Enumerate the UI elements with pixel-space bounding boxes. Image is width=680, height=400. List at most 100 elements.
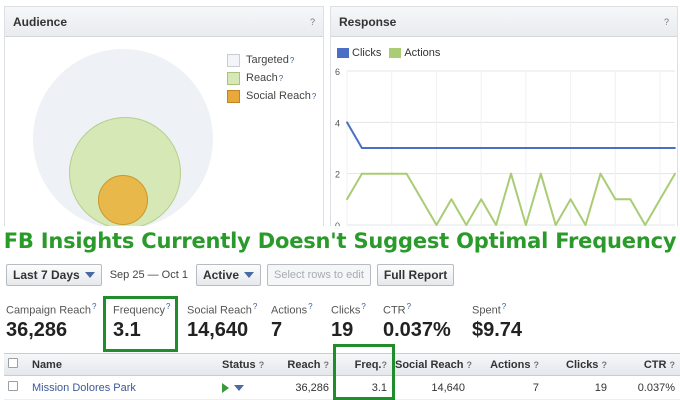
stat-social-reach-help-icon[interactable]: ?: [252, 302, 258, 311]
stat-spent-help-icon[interactable]: ?: [501, 302, 507, 311]
data-point-actions: [525, 224, 527, 226]
header-name[interactable]: Name: [32, 358, 62, 371]
header-reach[interactable]: Reach ?: [268, 359, 333, 371]
data-point-actions: [554, 224, 557, 226]
data-point-actions: [599, 172, 602, 175]
period-dropdown[interactable]: Last 7 Days: [6, 264, 102, 286]
stat-clicks-value: 19: [331, 318, 354, 341]
data-point-clicks: [480, 147, 483, 149]
header-status-label: Status: [222, 358, 256, 371]
data-point-actions: [346, 198, 348, 201]
data-point-actions: [495, 224, 497, 226]
legend-social-reach: Social Reach?: [227, 87, 316, 105]
header-ctr-help-icon[interactable]: ?: [669, 359, 676, 370]
stat-spent-label: Spent: [472, 304, 501, 317]
row-checkbox[interactable]: [8, 381, 18, 391]
header-status-help-icon[interactable]: ?: [258, 359, 265, 370]
data-point-actions: [510, 172, 512, 175]
row-status[interactable]: [218, 382, 268, 393]
row-actions: 7: [532, 381, 539, 394]
response-panel: Response ? 0 2 4 6 Clicks Actions: [330, 6, 678, 229]
response-legend: Clicks Actions: [337, 47, 448, 59]
data-point-actions: [644, 224, 647, 226]
headline-banner: FB Insights Currently Doesn't Suggest Op…: [0, 226, 680, 256]
header-actions-help-icon[interactable]: ?: [533, 359, 540, 370]
series-line-clicks: [346, 121, 675, 149]
data-point-clicks: [599, 147, 602, 149]
legend-targeted-label: Targeted: [246, 54, 289, 66]
actions-swatch: [389, 48, 402, 58]
legend-reach-help-icon[interactable]: ?: [278, 73, 284, 83]
header-freq[interactable]: Freq.?: [333, 359, 391, 371]
stat-actions-help-icon[interactable]: ?: [308, 302, 313, 311]
data-point-actions: [420, 198, 423, 201]
row-clicks: 19: [594, 381, 607, 394]
play-icon: [222, 382, 229, 393]
data-point-actions: [435, 224, 438, 226]
data-point-clicks: [614, 147, 617, 149]
header-clicks-help-icon[interactable]: ?: [601, 359, 608, 370]
headline-text: FB Insights Currently Doesn't Suggest Op…: [3, 229, 677, 253]
status-filter-label: Active: [202, 268, 239, 282]
legend-targeted-help-icon[interactable]: ?: [289, 55, 295, 65]
stat-campaign-reach-help-icon[interactable]: ?: [92, 302, 97, 311]
legend-social-reach-help-icon[interactable]: ?: [311, 91, 317, 101]
data-point-actions: [450, 198, 453, 201]
full-report-button[interactable]: Full Report: [376, 264, 455, 286]
series-line-actions: [346, 172, 676, 226]
data-point-clicks: [435, 147, 438, 149]
frequency-highlight-box: [103, 296, 178, 352]
data-point-actions: [569, 198, 572, 201]
data-point-actions: [659, 198, 661, 201]
y-tick-label: 4: [335, 118, 340, 128]
legend-social-reach-label: Social Reach: [246, 90, 311, 102]
header-reach-help-icon[interactable]: ?: [323, 359, 330, 370]
header-clicks[interactable]: Clicks ?: [543, 359, 611, 371]
data-point-clicks: [510, 147, 512, 149]
stat-frequency-help-icon[interactable]: ?: [165, 302, 171, 311]
campaign-name-link[interactable]: Mission Dolores Park: [32, 381, 136, 394]
y-tick-label: 0: [335, 221, 340, 229]
header-freq-help-icon[interactable]: ?: [381, 359, 388, 370]
data-point-clicks: [495, 147, 497, 149]
status-filter-dropdown[interactable]: Active: [195, 264, 261, 286]
data-point-actions: [629, 198, 632, 201]
legend-reach: Reach?: [227, 69, 316, 87]
legend-reach-label: Reach: [246, 72, 278, 84]
stat-clicks-help-icon[interactable]: ?: [361, 302, 366, 311]
data-point-actions: [375, 172, 378, 175]
row-reach: 36,286: [295, 381, 329, 394]
stat-clicks: Clicks? 19: [331, 302, 366, 342]
legend-clicks-label: Clicks: [352, 47, 382, 59]
data-point-clicks: [465, 147, 468, 149]
header-social-reach[interactable]: Social Reach ?: [391, 359, 472, 371]
legend-targeted: Targeted?: [227, 51, 316, 69]
stat-ctr-help-icon[interactable]: ?: [406, 302, 412, 311]
campaign-table: Name Status ? Reach ? Freq.? Social Reac…: [4, 353, 680, 400]
period-label: Last 7 Days: [13, 268, 80, 282]
response-help-icon[interactable]: ?: [663, 16, 669, 27]
stat-ctr: CTR? 0.037%: [383, 302, 451, 342]
stat-campaign-reach-value: 36,286: [6, 318, 68, 341]
audience-header: Audience ?: [5, 7, 323, 37]
stat-actions-label: Actions: [271, 304, 308, 317]
data-point-clicks: [659, 147, 661, 149]
header-actions[interactable]: Actions ?: [469, 359, 543, 371]
stat-social-reach-label: Social Reach: [187, 304, 252, 317]
audience-help-icon[interactable]: ?: [309, 16, 315, 27]
header-status[interactable]: Status ?: [218, 359, 268, 371]
data-point-clicks: [525, 147, 527, 149]
response-chart: 0 2 4 6: [335, 67, 676, 229]
stat-frequency: Frequency? 3.1: [113, 302, 170, 342]
toolbar: Last 7 Days Sep 25 — Oct 1 Active Select…: [6, 264, 455, 286]
stat-ctr-value: 0.037%: [383, 318, 451, 341]
data-point-actions: [465, 224, 468, 226]
data-point-actions: [361, 172, 363, 175]
header-social-reach-help-icon[interactable]: ?: [466, 359, 473, 370]
select-rows-button[interactable]: Select rows to edit: [267, 264, 371, 286]
stat-frequency-value: 3.1: [113, 318, 141, 341]
header-ctr[interactable]: CTR ?: [611, 359, 679, 371]
chevron-down-icon[interactable]: [234, 384, 244, 391]
targeted-swatch: [227, 53, 240, 67]
select-all-checkbox[interactable]: [8, 358, 18, 368]
